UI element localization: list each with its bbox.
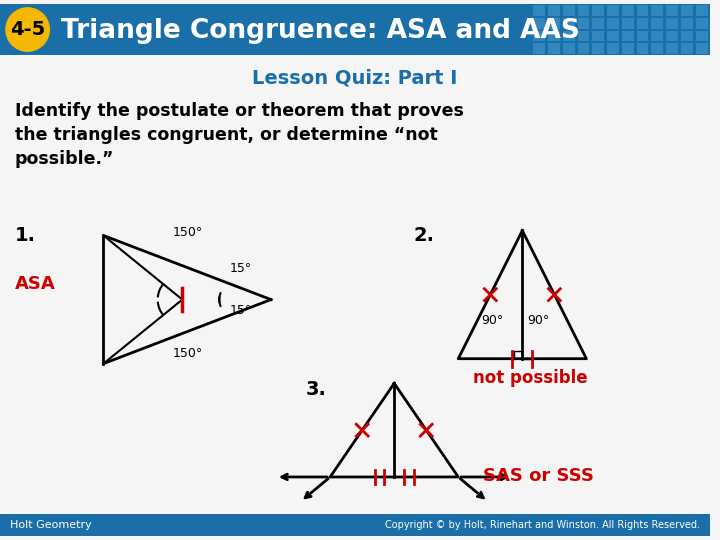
FancyBboxPatch shape (548, 5, 559, 16)
FancyBboxPatch shape (563, 18, 575, 29)
FancyBboxPatch shape (0, 4, 710, 55)
FancyBboxPatch shape (534, 31, 545, 42)
Text: Copyright © by Holt, Rinehart and Winston. All Rights Reserved.: Copyright © by Holt, Rinehart and Winsto… (384, 520, 700, 530)
Circle shape (6, 8, 49, 51)
FancyBboxPatch shape (534, 5, 545, 16)
FancyBboxPatch shape (636, 5, 649, 16)
FancyBboxPatch shape (666, 5, 678, 16)
FancyBboxPatch shape (548, 43, 559, 54)
FancyBboxPatch shape (548, 18, 559, 29)
FancyBboxPatch shape (593, 18, 604, 29)
FancyBboxPatch shape (652, 18, 663, 29)
FancyBboxPatch shape (607, 31, 619, 42)
FancyBboxPatch shape (696, 31, 708, 42)
Text: Triangle Congruence: ASA and AAS: Triangle Congruence: ASA and AAS (61, 17, 580, 44)
FancyBboxPatch shape (0, 515, 710, 536)
Text: 2.: 2. (414, 226, 435, 245)
FancyBboxPatch shape (652, 43, 663, 54)
Text: 90°: 90° (527, 314, 549, 327)
FancyBboxPatch shape (666, 31, 678, 42)
Text: ASA: ASA (15, 275, 55, 293)
FancyBboxPatch shape (593, 5, 604, 16)
FancyBboxPatch shape (681, 5, 693, 16)
Text: 90°: 90° (481, 314, 503, 327)
Text: 15°: 15° (230, 305, 252, 318)
Text: 150°: 150° (173, 226, 203, 239)
FancyBboxPatch shape (563, 43, 575, 54)
FancyBboxPatch shape (607, 5, 619, 16)
FancyBboxPatch shape (652, 5, 663, 16)
FancyBboxPatch shape (563, 31, 575, 42)
FancyBboxPatch shape (593, 31, 604, 42)
Text: 15°: 15° (230, 262, 252, 275)
FancyBboxPatch shape (696, 5, 708, 16)
FancyBboxPatch shape (548, 31, 559, 42)
FancyBboxPatch shape (622, 18, 634, 29)
Text: SAS or SSS: SAS or SSS (483, 467, 594, 485)
FancyBboxPatch shape (607, 18, 619, 29)
FancyBboxPatch shape (622, 5, 634, 16)
Text: Identify the postulate or theorem that proves
the triangles congruent, or determ: Identify the postulate or theorem that p… (15, 103, 464, 167)
FancyBboxPatch shape (636, 31, 649, 42)
Text: 150°: 150° (173, 347, 203, 360)
FancyBboxPatch shape (666, 43, 678, 54)
FancyBboxPatch shape (681, 31, 693, 42)
FancyBboxPatch shape (681, 43, 693, 54)
FancyBboxPatch shape (681, 18, 693, 29)
Text: not possible: not possible (473, 369, 588, 387)
Text: 3.: 3. (305, 380, 326, 400)
FancyBboxPatch shape (534, 18, 545, 29)
FancyBboxPatch shape (666, 18, 678, 29)
FancyBboxPatch shape (652, 31, 663, 42)
Text: Holt Geometry: Holt Geometry (10, 520, 91, 530)
FancyBboxPatch shape (577, 18, 590, 29)
FancyBboxPatch shape (577, 5, 590, 16)
FancyBboxPatch shape (622, 43, 634, 54)
Text: Lesson Quiz: Part I: Lesson Quiz: Part I (252, 69, 457, 87)
FancyBboxPatch shape (577, 31, 590, 42)
FancyBboxPatch shape (607, 43, 619, 54)
FancyBboxPatch shape (593, 43, 604, 54)
FancyBboxPatch shape (563, 5, 575, 16)
FancyBboxPatch shape (636, 43, 649, 54)
FancyBboxPatch shape (696, 43, 708, 54)
FancyBboxPatch shape (534, 43, 545, 54)
FancyBboxPatch shape (696, 18, 708, 29)
FancyBboxPatch shape (577, 43, 590, 54)
Text: 4-5: 4-5 (10, 20, 45, 39)
FancyBboxPatch shape (622, 31, 634, 42)
Text: 1.: 1. (15, 226, 36, 245)
FancyBboxPatch shape (636, 18, 649, 29)
